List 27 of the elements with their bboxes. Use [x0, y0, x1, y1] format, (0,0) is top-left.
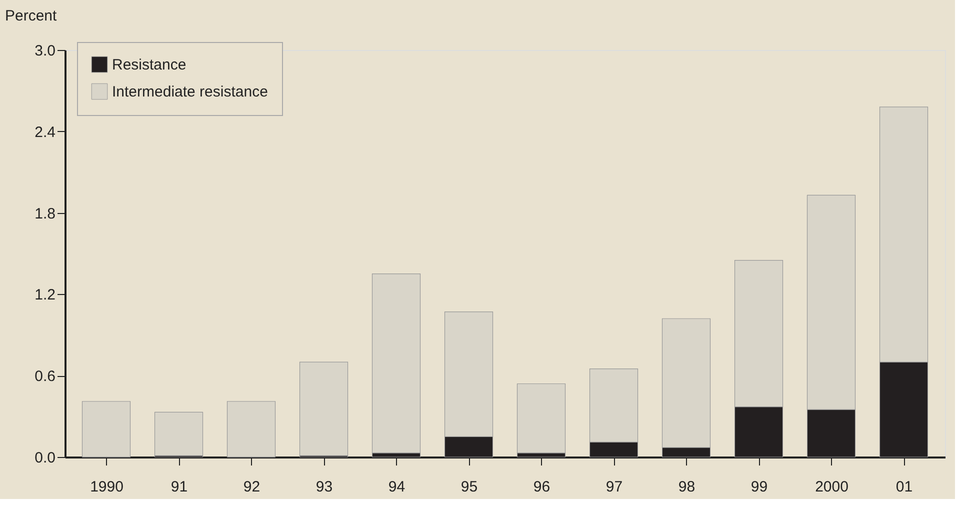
bar [372, 274, 421, 454]
y-tick-label: 0.6 [34, 368, 56, 386]
x-tick-label: 94 [388, 478, 406, 496]
bar [299, 362, 348, 456]
bar [226, 401, 276, 458]
x-tick-label: 92 [243, 478, 260, 496]
y-tick-label: 0.0 [34, 450, 56, 466]
x-tick-label: 99 [750, 478, 768, 496]
x-tick-label: 95 [460, 478, 478, 496]
x-tick-label: 01 [896, 478, 913, 496]
legend-label: Intermediate resistance [112, 84, 268, 100]
bar [82, 401, 131, 458]
bar [516, 383, 566, 454]
legend-label: Resistance [112, 56, 186, 74]
x-tick-label: 98 [678, 478, 696, 496]
x-tick-label: 97 [606, 478, 623, 496]
y-tick-label: 1.2 [34, 286, 56, 304]
x-tick-label: 93 [316, 478, 333, 496]
x-tick-label: 2000 [815, 478, 848, 496]
x-tick-label: 96 [533, 478, 550, 496]
y-tick-label: 1.8 [34, 205, 56, 222]
y-axis-title: Percent [5, 8, 58, 24]
y-tick-label: 3.0 [34, 42, 56, 60]
x-tick-label: 1990 [90, 478, 124, 496]
x-tick-label: 91 [170, 478, 188, 496]
y-tick-label: 2.4 [34, 124, 56, 141]
bar [154, 412, 204, 456]
